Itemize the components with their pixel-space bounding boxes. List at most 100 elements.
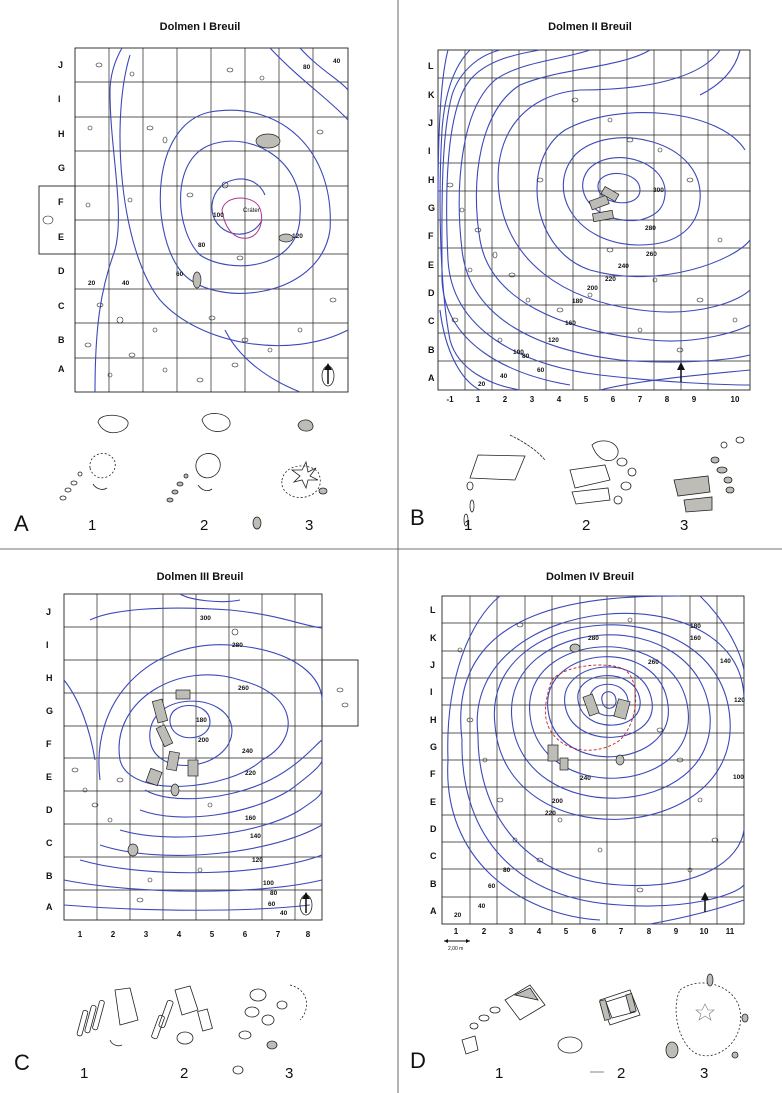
row-label: B: [58, 335, 65, 345]
row-label: F: [430, 769, 436, 779]
panel-d-title: Dolmen IV Breuil: [546, 571, 634, 583]
stage-label: 2: [180, 1065, 188, 1082]
col-label: 5: [564, 927, 569, 936]
row-label: E: [430, 797, 436, 807]
panel-b: Dolmen II Breuil A B C D E F G H I J: [410, 21, 751, 534]
row-label: J: [430, 660, 435, 670]
row-label: L: [428, 61, 434, 71]
row-label: H: [430, 715, 437, 725]
col-label: 7: [619, 927, 624, 936]
panel-d-stage-sketches: [461, 973, 749, 1073]
panel-d-label: D: [410, 1048, 426, 1073]
panel-c-stones: [71, 628, 349, 903]
contour-label: 120: [734, 697, 745, 704]
contour-label: 100: [733, 774, 744, 781]
row-label: E: [46, 772, 52, 782]
contour-label: 120: [252, 857, 263, 864]
contour-label: 140: [250, 833, 261, 840]
col-label: 3: [144, 930, 149, 939]
row-label: G: [430, 742, 437, 752]
panel-d-scale-bar: 2,00 m: [444, 939, 470, 952]
contour-label: 80: [522, 353, 530, 360]
contour-label: 300: [653, 187, 664, 194]
row-label: D: [430, 824, 437, 834]
row-label: G: [58, 163, 65, 173]
row-label: I: [430, 687, 433, 697]
contour-label: 280: [645, 225, 656, 232]
panel-c-label: C: [14, 1050, 30, 1075]
row-label: C: [430, 851, 437, 861]
row-label: D: [428, 288, 435, 298]
stage-label: 2: [582, 517, 590, 534]
contour-label: 20: [478, 381, 486, 388]
panel-b-title: Dolmen II Breuil: [548, 21, 632, 33]
contour-label: 220: [545, 810, 556, 817]
row-label: G: [428, 203, 435, 213]
col-label: 7: [638, 395, 643, 404]
contour-label: 180: [196, 717, 207, 724]
col-label: 7: [276, 930, 281, 939]
col-label: 10: [700, 927, 709, 936]
panel-a-contour-labels: 20 40 60 80 100 120 80 40 Cráter: [88, 58, 341, 287]
row-label: A: [428, 373, 435, 383]
row-label: B: [428, 345, 435, 355]
contour-label: 40: [122, 280, 130, 287]
row-label: K: [430, 633, 437, 643]
col-label: -1: [446, 395, 454, 404]
panel-c-grid: [63, 593, 359, 921]
col-label: 6: [243, 930, 248, 939]
contour-label: 200: [198, 737, 209, 744]
panel-a: Dolmen I Breuil A B C D E F G H I J: [14, 21, 349, 536]
col-label: 2: [503, 395, 508, 404]
panel-c-contour-labels: 300 280 260 240 220 200 180 160 140 120 …: [196, 615, 288, 917]
contour-label: 260: [648, 659, 659, 666]
row-label: I: [428, 146, 431, 156]
stage-label: 2: [200, 517, 208, 534]
col-label: 1: [78, 930, 83, 939]
panel-a-row-labels: A B C D E F G H I J: [58, 60, 65, 374]
stage-label: 1: [464, 517, 472, 534]
row-label: G: [46, 706, 53, 716]
contour-label: 60: [488, 883, 496, 890]
contour-label: 80: [303, 64, 311, 71]
panel-a-stage-sketches: [59, 413, 328, 530]
contour-label: 40: [478, 903, 486, 910]
panel-c-title: Dolmen III Breuil: [157, 571, 244, 583]
row-label: C: [58, 301, 65, 311]
panel-b-label: B: [410, 505, 425, 530]
panel-a-label: A: [14, 511, 29, 536]
col-label: 4: [557, 395, 562, 404]
contour-label: 40: [280, 910, 288, 917]
panel-a-north-arrow: [321, 363, 335, 387]
contour-label: 300: [200, 615, 211, 622]
row-label: J: [58, 60, 63, 70]
row-label: I: [58, 94, 61, 104]
stage-label: 3: [700, 1065, 708, 1082]
row-label: H: [58, 129, 65, 139]
col-label: 5: [584, 395, 589, 404]
contour-label: 200: [552, 798, 563, 805]
stage-label: 1: [495, 1065, 503, 1082]
panel-c-north-arrow: [299, 892, 313, 916]
contour-label: 80: [198, 242, 206, 249]
contour-label: 140: [720, 658, 731, 665]
row-label: F: [428, 231, 434, 241]
stage-label: 3: [680, 517, 688, 534]
panel-d-col-labels: 1 2 3 4 5 6 7 8 9 10 11: [454, 927, 735, 936]
panel-d-stones: [457, 617, 719, 893]
panel-c-row-labels: A B C D E F G H I J: [46, 607, 53, 912]
stage-label: 2: [617, 1065, 625, 1082]
stage-label: 3: [305, 517, 313, 534]
col-label: 6: [592, 927, 597, 936]
row-label: D: [58, 266, 65, 276]
contour-label: 60: [537, 367, 545, 374]
row-label: E: [428, 260, 434, 270]
panel-d-contour-labels: 20 40 60 80 100 120 140 160 180 200 220 …: [454, 623, 745, 919]
row-label: A: [46, 902, 53, 912]
col-label: 9: [674, 927, 679, 936]
contour-label: 280: [588, 635, 599, 642]
row-label: F: [46, 739, 52, 749]
panel-b-col-labels: -1 1 2 3 4 5 6 7 8 9 10: [446, 395, 740, 404]
contour-label: 260: [238, 685, 249, 692]
col-label: 8: [306, 930, 311, 939]
